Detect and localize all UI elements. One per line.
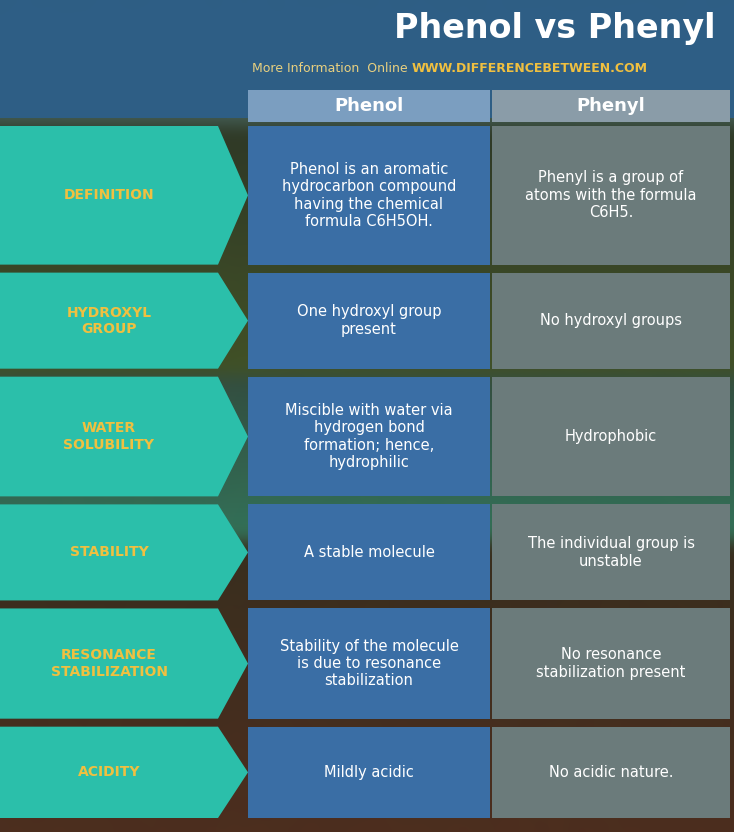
Polygon shape	[0, 504, 248, 601]
Polygon shape	[0, 377, 248, 497]
Text: Phenyl: Phenyl	[577, 97, 645, 115]
Text: Hydrophobic: Hydrophobic	[565, 429, 657, 444]
Text: Phenyl is a group of
atoms with the formula
C6H5.: Phenyl is a group of atoms with the form…	[526, 171, 697, 220]
Text: STABILITY: STABILITY	[70, 546, 148, 559]
FancyBboxPatch shape	[492, 726, 730, 818]
FancyBboxPatch shape	[248, 377, 490, 497]
Text: WATER
SOLUBILITY: WATER SOLUBILITY	[64, 422, 154, 452]
Text: Miscible with water via
hydrogen bond
formation; hence,
hydrophilic: Miscible with water via hydrogen bond fo…	[286, 403, 453, 470]
FancyBboxPatch shape	[248, 504, 490, 601]
Text: DEFINITION: DEFINITION	[64, 188, 154, 202]
Text: No acidic nature.: No acidic nature.	[549, 765, 673, 780]
FancyBboxPatch shape	[492, 126, 730, 265]
FancyBboxPatch shape	[0, 0, 734, 118]
Text: More Information  Online: More Information Online	[252, 62, 408, 75]
Text: One hydroxyl group
present: One hydroxyl group present	[297, 305, 441, 337]
Text: WWW.DIFFERENCEBETWEEN.COM: WWW.DIFFERENCEBETWEEN.COM	[412, 62, 648, 75]
Text: ACIDITY: ACIDITY	[78, 765, 140, 780]
FancyBboxPatch shape	[248, 126, 490, 265]
FancyBboxPatch shape	[248, 90, 490, 122]
FancyBboxPatch shape	[248, 726, 490, 818]
FancyBboxPatch shape	[492, 273, 730, 369]
Text: Mildly acidic: Mildly acidic	[324, 765, 414, 780]
Text: No hydroxyl groups: No hydroxyl groups	[540, 313, 682, 328]
Text: A stable molecule: A stable molecule	[304, 545, 435, 560]
Text: No resonance
stabilization present: No resonance stabilization present	[537, 647, 686, 680]
Text: HYDROXYL
GROUP: HYDROXYL GROUP	[67, 305, 151, 336]
Text: Phenol vs Phenyl: Phenol vs Phenyl	[394, 12, 716, 45]
FancyBboxPatch shape	[248, 608, 490, 719]
Text: RESONANCE
STABILIZATION: RESONANCE STABILIZATION	[51, 648, 167, 679]
FancyBboxPatch shape	[492, 608, 730, 719]
Text: Phenol is an aromatic
hydrocarbon compound
having the chemical
formula C6H5OH.: Phenol is an aromatic hydrocarbon compou…	[282, 161, 457, 229]
Polygon shape	[0, 126, 248, 265]
FancyBboxPatch shape	[492, 504, 730, 601]
Text: Stability of the molecule
is due to resonance
stabilization: Stability of the molecule is due to reso…	[280, 639, 459, 688]
FancyBboxPatch shape	[248, 273, 490, 369]
FancyBboxPatch shape	[492, 377, 730, 497]
Polygon shape	[0, 726, 248, 818]
Text: The individual group is
unstable: The individual group is unstable	[528, 536, 694, 568]
Text: Phenol: Phenol	[335, 97, 404, 115]
FancyBboxPatch shape	[492, 90, 730, 122]
Polygon shape	[0, 273, 248, 369]
Polygon shape	[0, 608, 248, 719]
